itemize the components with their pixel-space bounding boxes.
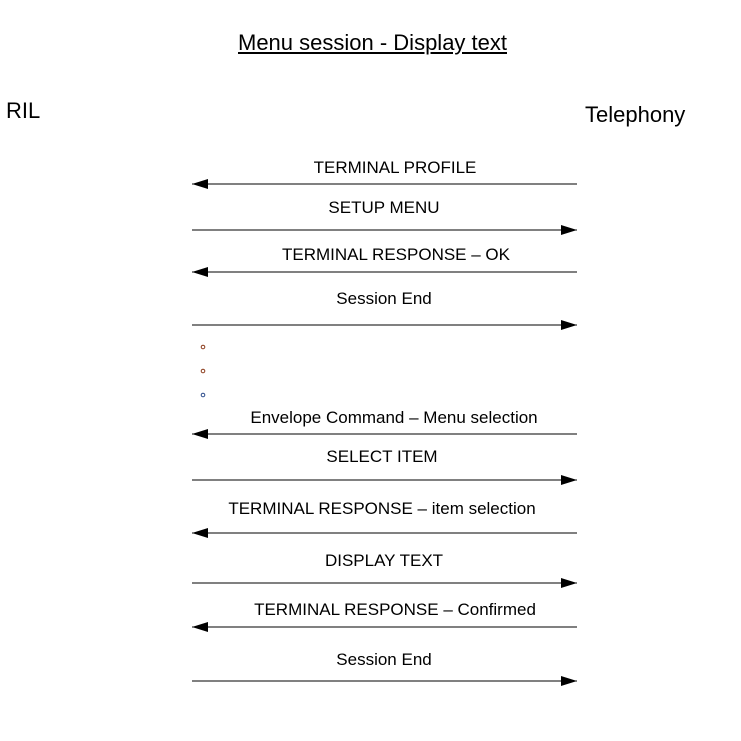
message-label: TERMINAL PROFILE xyxy=(313,158,477,177)
message-arrow xyxy=(192,578,577,588)
arrowhead-icon xyxy=(192,179,208,189)
arrowhead-icon xyxy=(561,225,577,235)
message-arrow xyxy=(192,225,577,235)
arrowhead-icon xyxy=(192,429,208,439)
ellipsis-dot xyxy=(200,368,206,374)
arrowhead-icon xyxy=(192,267,208,277)
message-arrow xyxy=(192,528,577,538)
arrowhead-icon xyxy=(561,676,577,686)
message-label: TERMINAL RESPONSE – OK xyxy=(282,245,510,264)
message-label: SELECT ITEM xyxy=(326,447,438,466)
message-arrow xyxy=(192,475,577,485)
ellipsis-dot xyxy=(200,344,206,350)
arrowhead-icon xyxy=(561,475,577,485)
message-arrow xyxy=(192,622,577,632)
ellipsis-dot xyxy=(200,392,206,398)
actor-telephony: Telephony xyxy=(585,102,686,127)
message-label: TERMINAL RESPONSE – item selection xyxy=(228,499,536,518)
message-arrow xyxy=(192,320,577,330)
message-label: Envelope Command – Menu selection xyxy=(250,408,538,427)
arrowhead-icon xyxy=(192,528,208,538)
actor-ril: RIL xyxy=(6,98,41,123)
diagram-title: Menu session - Display text xyxy=(238,30,507,55)
message-label: TERMINAL RESPONSE – Confirmed xyxy=(254,600,536,619)
arrowhead-icon xyxy=(561,578,577,588)
message-label: DISPLAY TEXT xyxy=(324,551,444,570)
arrowhead-icon xyxy=(192,622,208,632)
message-label: Session End xyxy=(336,289,432,308)
arrowhead-icon xyxy=(561,320,577,330)
message-arrow xyxy=(192,267,577,277)
message-arrow xyxy=(192,676,577,686)
message-label: SETUP MENU xyxy=(328,198,440,217)
message-arrow xyxy=(192,179,577,189)
message-label: Session End xyxy=(336,650,432,669)
message-arrow xyxy=(192,429,577,439)
